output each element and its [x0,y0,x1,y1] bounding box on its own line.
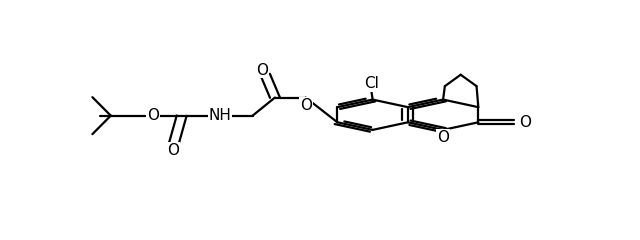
Text: O: O [167,143,179,158]
Text: Cl: Cl [364,76,379,91]
Text: O: O [147,108,159,123]
Text: O: O [257,62,269,78]
Text: O: O [519,115,531,130]
Text: O: O [300,98,312,113]
Text: O: O [437,130,449,145]
Text: NH: NH [209,108,231,123]
